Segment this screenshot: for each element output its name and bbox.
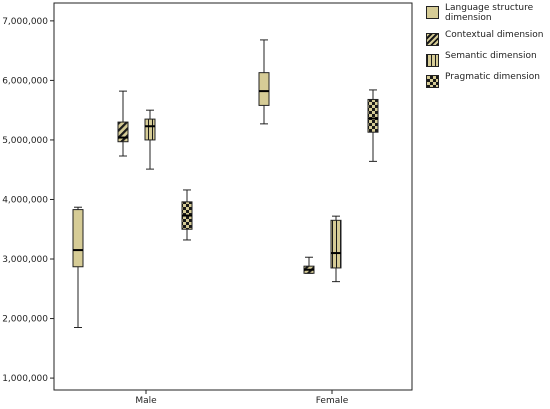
box-vertical-lines-male [144, 109, 156, 170]
legend-item: Contextual dimension [420, 29, 548, 49]
box-plain-male [72, 206, 84, 328]
legend-item: Semantic dimension [420, 50, 548, 70]
box-diagonal-male [117, 90, 129, 157]
y-tick-label: 2,000,000 [2, 315, 48, 325]
legend: Language structure dimension Contextual … [420, 2, 548, 92]
legend-item: Language structure dimension [420, 2, 548, 28]
x-axis: Male Female [135, 390, 349, 406]
y-tick-label: 4,000,000 [2, 195, 48, 205]
legend-label: Contextual dimension [445, 30, 544, 40]
legend-label: Pragmatic dimension [445, 72, 540, 82]
legend-item: Pragmatic dimension [420, 71, 548, 91]
box-iqr [258, 72, 270, 106]
x-tick-label: Female [316, 396, 349, 405]
y-axis: 1,000,000 2,000,000 3,000,000 4,000,000 5,00… [2, 17, 54, 384]
legend-swatch-diagonal [426, 33, 439, 46]
box-iqr [330, 219, 342, 269]
box-diagonal-female [303, 256, 315, 274]
box-iqr [72, 209, 84, 268]
legend-swatch-vertical-lines [426, 54, 439, 67]
box-iqr [367, 98, 379, 133]
y-tick-label: 5,000,000 [2, 136, 48, 146]
boxes-group [72, 39, 379, 328]
legend-swatch-plain [426, 6, 439, 19]
legend-swatch-checker [426, 75, 439, 88]
y-tick-label: 6,000,000 [2, 76, 48, 86]
box-vertical-lines-female [330, 215, 342, 283]
box-iqr [117, 121, 129, 143]
y-tick-label: 3,000,000 [2, 255, 48, 265]
box-iqr [144, 118, 156, 141]
box-plain-female [258, 39, 270, 125]
legend-label: Language structure dimension [445, 3, 534, 23]
box-checker-male [181, 189, 193, 241]
plot-area [53, 2, 413, 391]
y-tick-label: 7,000,000 [2, 17, 48, 27]
legend-label: Semantic dimension [445, 51, 537, 61]
y-tick-label: 1,000,000 [2, 374, 48, 384]
x-tick-label: Male [135, 396, 157, 405]
box-checker-female [367, 89, 379, 162]
